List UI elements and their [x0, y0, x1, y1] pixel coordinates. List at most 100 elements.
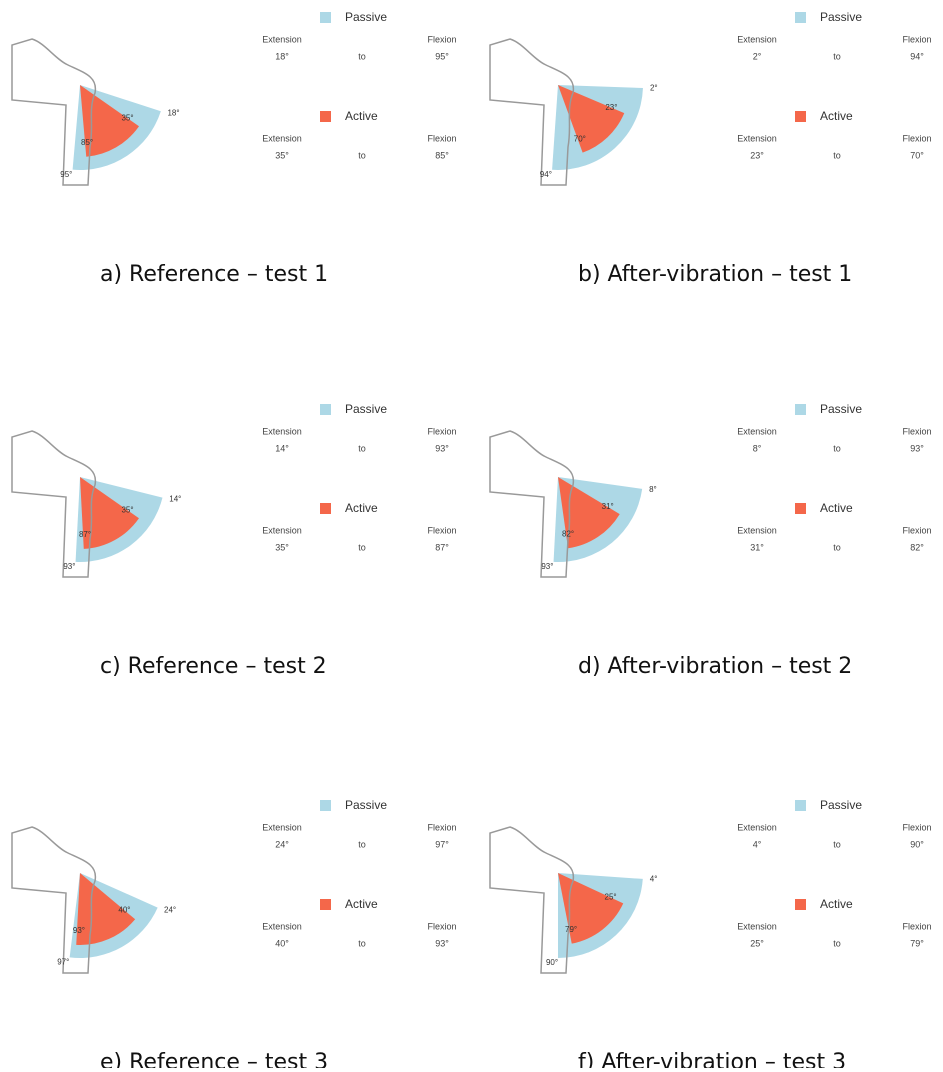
active-flexion-label: 93°: [73, 926, 85, 935]
flexion-value: 95°: [435, 51, 449, 61]
legend-swatch: [320, 404, 331, 415]
flexion-header: Flexion: [902, 426, 931, 436]
active-extension-label: 23°: [605, 103, 617, 112]
passive-flexion-label: 93°: [63, 562, 75, 571]
passive-extension-label: 24°: [164, 906, 176, 915]
legend-label: Passive: [820, 798, 862, 812]
active-flexion-label: 85°: [81, 138, 93, 147]
active-flexion-label: 70°: [574, 135, 586, 144]
legend-swatch: [320, 503, 331, 514]
extension-value: 25°: [750, 938, 764, 948]
extension-value: 24°: [275, 839, 289, 849]
legend-swatch: [795, 111, 806, 122]
passive-flexion-label: 94°: [540, 170, 552, 179]
legend-label: Passive: [345, 798, 387, 812]
to-label: to: [833, 839, 841, 849]
passive-extension-label: 18°: [167, 109, 179, 118]
legend-swatch: [795, 503, 806, 514]
flexion-header: Flexion: [427, 34, 456, 44]
flexion-value: 85°: [435, 150, 449, 160]
extension-header: Extension: [262, 133, 302, 143]
passive-extension-label: 14°: [169, 494, 181, 503]
legend-label: Active: [345, 109, 378, 123]
to-label: to: [358, 150, 366, 160]
extension-header: Extension: [262, 34, 302, 44]
extension-value: 40°: [275, 938, 289, 948]
active-extension-label: 35°: [121, 113, 133, 122]
legend-label: Active: [345, 897, 378, 911]
legend-swatch: [795, 800, 806, 811]
flexion-value: 93°: [910, 443, 924, 453]
flexion-value: 93°: [435, 443, 449, 453]
legend-swatch: [320, 800, 331, 811]
to-label: to: [358, 938, 366, 948]
extension-header: Extension: [262, 822, 302, 832]
caption: a) Reference – test 1: [100, 262, 328, 287]
to-label: to: [358, 839, 366, 849]
to-label: to: [358, 443, 366, 453]
extension-header: Extension: [262, 921, 302, 931]
extension-value: 4°: [753, 839, 762, 849]
panel: 2°94°23°70°PassiveExtensionFlexion2°to94…: [490, 10, 932, 287]
legend-swatch: [795, 12, 806, 23]
legend-swatch: [795, 899, 806, 910]
flexion-value: 70°: [910, 150, 924, 160]
active-flexion-label: 87°: [79, 530, 91, 539]
extension-value: 35°: [275, 542, 289, 552]
legend-label: Passive: [820, 402, 862, 416]
extension-value: 23°: [750, 150, 764, 160]
extension-header: Extension: [262, 426, 302, 436]
legend-label: Active: [345, 501, 378, 515]
caption: b) After-vibration – test 1: [578, 262, 852, 287]
caption: f) After-vibration – test 3: [578, 1050, 846, 1068]
flexion-value: 93°: [435, 938, 449, 948]
flexion-header: Flexion: [427, 133, 456, 143]
to-label: to: [833, 150, 841, 160]
flexion-value: 82°: [910, 542, 924, 552]
figure: 18° 95° 35° 85° Passive Extension Flexion 18° to…: [0, 0, 943, 1068]
active-extension-label: 40°: [118, 905, 130, 914]
legend-label: Passive: [345, 10, 387, 24]
to-label: to: [358, 51, 366, 61]
flexion-header: Flexion: [902, 525, 931, 535]
flexion-header: Flexion: [902, 34, 931, 44]
extension-value: 18°: [275, 51, 289, 61]
legend-label: Passive: [345, 402, 387, 416]
extension-value: 35°: [275, 150, 289, 160]
extension-header: Extension: [262, 525, 302, 535]
flexion-header: Flexion: [427, 525, 456, 535]
legend-swatch: [320, 12, 331, 23]
flexion-header: Flexion: [427, 921, 456, 931]
panel: 18° 95° 35° 85° Passive Extension Flexion 18° to…: [12, 10, 457, 287]
caption: c) Reference – test 2: [100, 654, 327, 679]
passive-extension-label: 2°: [650, 83, 658, 92]
flexion-header: Flexion: [902, 133, 931, 143]
caption: d) After-vibration – test 2: [578, 654, 852, 679]
extension-value: 8°: [753, 443, 762, 453]
extension-value: 2°: [753, 51, 762, 61]
passive-extension-label: 4°: [650, 875, 658, 884]
flexion-header: Flexion: [427, 822, 456, 832]
active-extension-label: 31°: [602, 502, 614, 511]
to-label: to: [833, 542, 841, 552]
panel: 8°93°31°82°PassiveExtensionFlexion8°to93…: [490, 402, 932, 679]
flexion-value: 90°: [910, 839, 924, 849]
passive-flexion-label: 97°: [57, 957, 69, 966]
extension-value: 14°: [275, 443, 289, 453]
flexion-header: Flexion: [427, 426, 456, 436]
active-flexion-label: 82°: [562, 530, 574, 539]
caption: e) Reference – test 3: [100, 1050, 328, 1068]
passive-extension-label: 8°: [649, 485, 657, 494]
flexion-header: Flexion: [902, 822, 931, 832]
legend-swatch: [320, 899, 331, 910]
active-extension-label: 25°: [605, 893, 617, 902]
extension-header: Extension: [737, 426, 777, 436]
to-label: to: [833, 443, 841, 453]
flexion-value: 79°: [910, 938, 924, 948]
extension-header: Extension: [737, 921, 777, 931]
to-label: to: [833, 938, 841, 948]
active-flexion-label: 79°: [565, 925, 577, 934]
legend-label: Active: [820, 897, 853, 911]
extension-header: Extension: [737, 133, 777, 143]
